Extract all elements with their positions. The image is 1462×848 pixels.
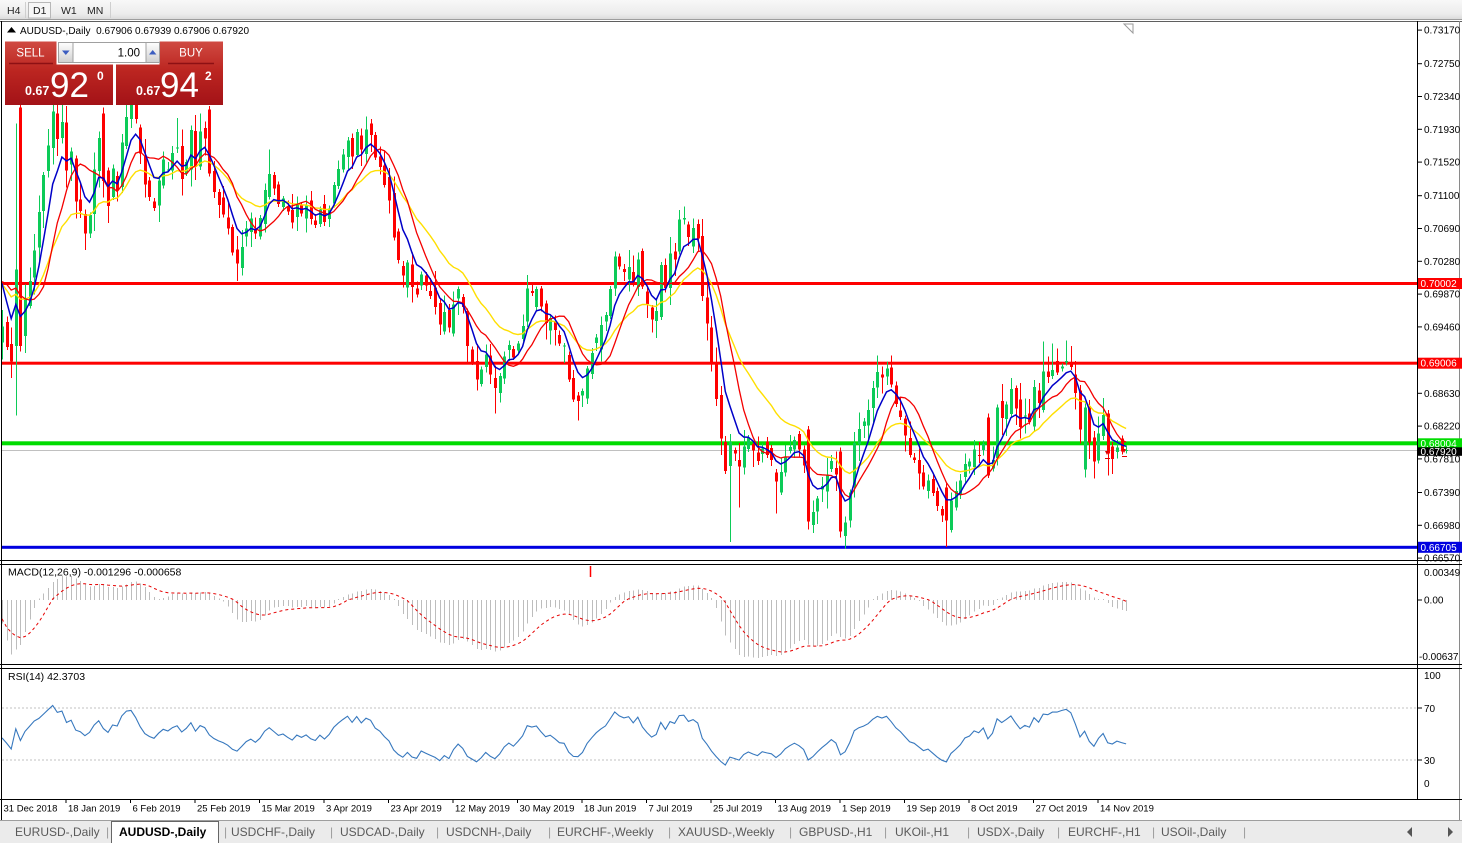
svg-text:25 Feb 2019: 25 Feb 2019 (197, 804, 250, 815)
svg-text:H4: H4 (7, 5, 21, 17)
svg-text:0.68220: 0.68220 (1424, 422, 1461, 433)
svg-text:92: 92 (50, 66, 89, 105)
svg-text:0.71930: 0.71930 (1424, 125, 1461, 136)
svg-text:1 Sep 2019: 1 Sep 2019 (842, 804, 891, 815)
svg-text:D1: D1 (33, 5, 47, 17)
svg-text:0.72340: 0.72340 (1424, 92, 1461, 103)
svg-text:23 Apr 2019: 23 Apr 2019 (391, 804, 442, 815)
svg-text:70: 70 (1424, 704, 1436, 715)
svg-text:7 Jul 2019: 7 Jul 2019 (649, 804, 693, 815)
svg-text:0.71100: 0.71100 (1424, 191, 1460, 202)
svg-text:12 May 2019: 12 May 2019 (455, 804, 510, 815)
svg-text:8 Oct 2019: 8 Oct 2019 (971, 804, 1017, 815)
svg-text:0.69870: 0.69870 (1424, 290, 1461, 301)
svg-text:|: | (224, 825, 227, 839)
svg-text:|: | (668, 825, 671, 839)
svg-text:SELL: SELL (16, 48, 45, 60)
svg-text:0.71520: 0.71520 (1424, 158, 1461, 169)
svg-text:XAUUSD-,Weekly: XAUUSD-,Weekly (678, 825, 774, 839)
svg-text:|: | (1152, 825, 1155, 839)
svg-text:-0.00637: -0.00637 (1419, 652, 1459, 663)
svg-text:USOil-,Daily: USOil-,Daily (1161, 825, 1226, 839)
svg-text:0.70002: 0.70002 (1421, 279, 1458, 290)
svg-text:0.68630: 0.68630 (1424, 389, 1461, 400)
svg-text:0.67810: 0.67810 (1424, 454, 1461, 465)
svg-text:EURCHF-,H1: EURCHF-,H1 (1068, 825, 1141, 839)
svg-text:0.66980: 0.66980 (1424, 521, 1461, 532)
svg-text:0.69006: 0.69006 (1421, 359, 1458, 370)
svg-text:UKOil-,H1: UKOil-,H1 (895, 825, 949, 839)
svg-text:19 Sep 2019: 19 Sep 2019 (907, 804, 961, 815)
svg-text:MN: MN (87, 5, 103, 17)
svg-text:USDCHF-,Daily: USDCHF-,Daily (231, 825, 315, 839)
svg-text:18 Jan 2019: 18 Jan 2019 (68, 804, 120, 815)
svg-text:|: | (967, 825, 970, 839)
svg-text:100: 100 (1424, 671, 1441, 682)
svg-text:6 Feb 2019: 6 Feb 2019 (133, 804, 181, 815)
svg-text:0.66570: 0.66570 (1424, 554, 1461, 565)
svg-text:2: 2 (205, 69, 212, 83)
svg-text:0.67: 0.67 (136, 84, 160, 98)
svg-text:3 Apr 2019: 3 Apr 2019 (326, 804, 372, 815)
svg-text:RSI(14) 42.3703: RSI(14) 42.3703 (8, 671, 85, 683)
svg-text:|: | (1243, 825, 1246, 839)
svg-text:25 Jul 2019: 25 Jul 2019 (713, 804, 762, 815)
svg-text:14 Nov 2019: 14 Nov 2019 (1100, 804, 1154, 815)
svg-text:31 Dec 2018: 31 Dec 2018 (4, 804, 58, 815)
svg-text:0.70690: 0.70690 (1424, 224, 1461, 235)
svg-text:0.73170: 0.73170 (1424, 26, 1461, 37)
svg-text:EURCHF-,Weekly: EURCHF-,Weekly (557, 825, 653, 839)
svg-text:0.66705: 0.66705 (1421, 543, 1458, 554)
svg-text:EURUSD-,Daily: EURUSD-,Daily (15, 825, 100, 839)
svg-text:BUY: BUY (179, 48, 203, 60)
svg-text:|: | (436, 825, 439, 839)
svg-text:1.00: 1.00 (118, 48, 140, 60)
svg-text:18 Jun 2019: 18 Jun 2019 (584, 804, 636, 815)
svg-text:0.00: 0.00 (1424, 596, 1444, 607)
svg-text:0.70280: 0.70280 (1424, 257, 1461, 268)
svg-text:USDX-,Daily: USDX-,Daily (977, 825, 1044, 839)
svg-text:0.67: 0.67 (25, 84, 49, 98)
svg-text:USDCNH-,Daily: USDCNH-,Daily (446, 825, 531, 839)
svg-text:30 May 2019: 30 May 2019 (520, 804, 575, 815)
svg-text:0.67920: 0.67920 (1421, 447, 1458, 458)
svg-text:|: | (548, 825, 551, 839)
svg-text:MACD(12,26,9) -0.001296 -0.000: MACD(12,26,9) -0.001296 -0.000658 (8, 567, 182, 579)
svg-text:94: 94 (160, 66, 199, 105)
svg-text:0.00349: 0.00349 (1424, 568, 1461, 579)
svg-text:30: 30 (1424, 756, 1436, 767)
svg-text:|: | (106, 825, 109, 839)
svg-text:0: 0 (1424, 779, 1430, 790)
svg-text:0.68004: 0.68004 (1421, 439, 1458, 450)
svg-text:13 Aug 2019: 13 Aug 2019 (778, 804, 831, 815)
svg-text:0.69460: 0.69460 (1424, 322, 1461, 333)
svg-text:AUDUSD-,Daily 0.67906 0.67939: AUDUSD-,Daily 0.67906 0.67939 0.67906 0.… (20, 26, 249, 37)
svg-text:AUDUSD-,Daily: AUDUSD-,Daily (119, 825, 207, 839)
svg-text:27 Oct 2019: 27 Oct 2019 (1036, 804, 1088, 815)
svg-text:|: | (789, 825, 792, 839)
svg-text:GBPUSD-,H1: GBPUSD-,H1 (799, 825, 873, 839)
svg-text:|: | (330, 825, 333, 839)
svg-text:0.67390: 0.67390 (1424, 488, 1461, 499)
svg-text:|: | (884, 825, 887, 839)
svg-text:USDCAD-,Daily: USDCAD-,Daily (340, 825, 425, 839)
svg-text:15 Mar 2019: 15 Mar 2019 (262, 804, 315, 815)
svg-text:|: | (1057, 825, 1060, 839)
svg-text:0.72750: 0.72750 (1424, 59, 1461, 70)
svg-text:W1: W1 (61, 5, 77, 17)
svg-text:0: 0 (97, 69, 104, 83)
